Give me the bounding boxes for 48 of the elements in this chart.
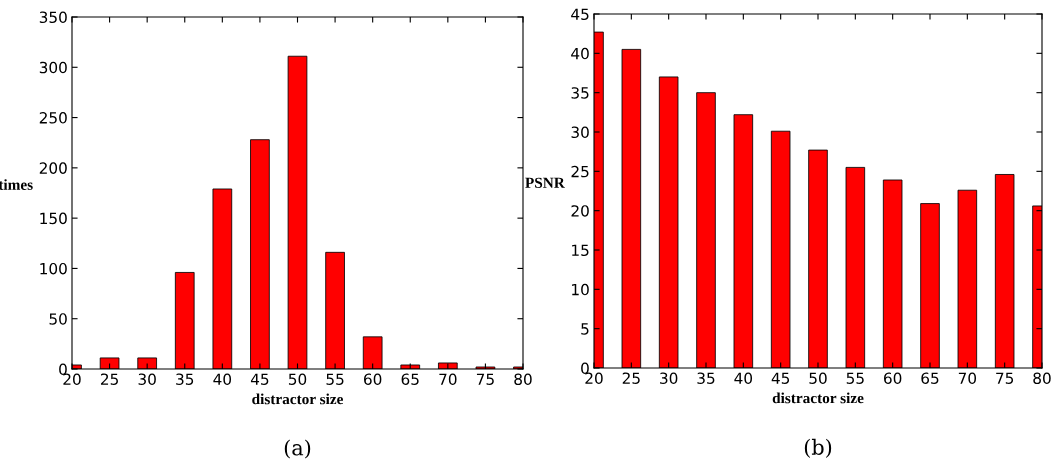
x-tick-label: 55 bbox=[846, 372, 864, 384]
y-axis-title: PSNR bbox=[525, 177, 565, 188]
y-tick-label: 50 bbox=[49, 313, 67, 325]
y-tick-label: 35 bbox=[571, 87, 589, 99]
y-tick-label: 250 bbox=[39, 112, 67, 124]
x-tick-label: 30 bbox=[138, 373, 156, 385]
x-tick-label: 70 bbox=[439, 373, 457, 385]
x-tick-label: 50 bbox=[288, 373, 307, 385]
x-tick-label: 65 bbox=[401, 373, 419, 385]
y-tick-label: 30 bbox=[571, 126, 589, 139]
y-tick-label: 0 bbox=[59, 363, 67, 376]
y-tick-label: 200 bbox=[39, 162, 67, 174]
x-tick-label: 55 bbox=[326, 373, 344, 385]
y-tick-label: 150 bbox=[40, 212, 67, 225]
x-tick-label: 45 bbox=[771, 372, 790, 384]
y-tick-label: 100 bbox=[40, 262, 67, 275]
y-tick-label: 350 bbox=[39, 11, 67, 24]
x-tick-label: 45 bbox=[250, 373, 269, 385]
x-tick-label: 75 bbox=[476, 373, 494, 385]
x-tick-label: 25 bbox=[100, 373, 118, 385]
x-tick-label: 50 bbox=[809, 372, 827, 384]
x-tick-label: 60 bbox=[364, 373, 382, 385]
x-tick-label: 75 bbox=[996, 372, 1014, 384]
y-tick-label: 25 bbox=[571, 165, 589, 178]
x-tick-label: 70 bbox=[958, 372, 977, 384]
x-tick-label: 30 bbox=[660, 372, 678, 384]
x-tick-label: 40 bbox=[213, 373, 232, 385]
x-axis-title: distractor size bbox=[772, 392, 864, 404]
x-tick-label: 35 bbox=[697, 372, 715, 384]
x-axis-title: distractor size bbox=[252, 393, 343, 405]
y-tick-label: 20 bbox=[571, 205, 589, 217]
x-tick-label: 35 bbox=[176, 373, 194, 385]
x-tick-label: 40 bbox=[734, 372, 753, 384]
y-tick-label: 15 bbox=[572, 244, 589, 257]
y-tick-label: 0 bbox=[581, 362, 589, 375]
x-tick-label: 65 bbox=[921, 372, 939, 384]
text: (b) bbox=[804, 438, 832, 458]
y-tick-label: 40 bbox=[571, 47, 589, 60]
y-tick-label: 300 bbox=[39, 61, 67, 74]
text: (a) bbox=[284, 439, 311, 459]
x-tick-label: 20 bbox=[63, 373, 81, 385]
x-tick-label: 80 bbox=[1033, 372, 1051, 384]
y-tick-label: 45 bbox=[571, 8, 589, 21]
y-tick-label: 5 bbox=[581, 323, 589, 335]
x-tick-label: 60 bbox=[884, 372, 902, 384]
x-tick-label: 80 bbox=[514, 373, 532, 385]
x-tick-label: 25 bbox=[622, 372, 640, 384]
y-tick-label: 10 bbox=[572, 283, 589, 296]
